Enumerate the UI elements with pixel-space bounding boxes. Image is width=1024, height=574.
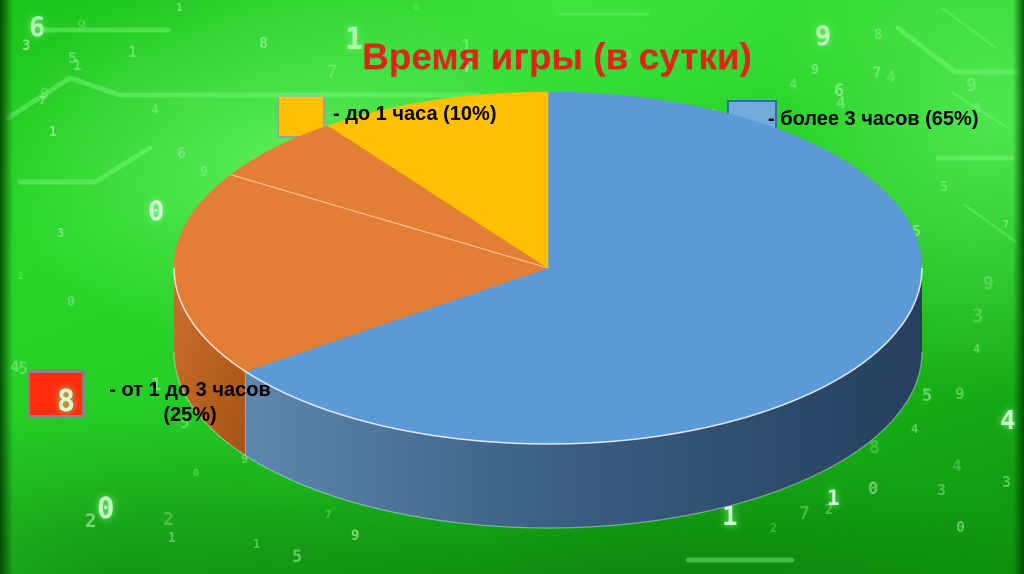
legend-label-blue: - более 3 часов (65%) (768, 108, 979, 130)
legend-label-red-line2: (25%) (163, 404, 217, 426)
legend-label-red-line1: - от 1 до 3 часов (109, 379, 271, 401)
legend-label-red: - от 1 до 3 часов (25%) (88, 378, 292, 428)
legend-swatch-red (27, 370, 85, 418)
pie-path (173, 351, 923, 529)
pie-path (245, 268, 923, 529)
pie-path (230, 174, 549, 269)
pie-path (173, 267, 923, 445)
page-title: Время игры (в сутки) (362, 36, 752, 77)
pie-edge-highlights (173, 174, 923, 529)
pie-path (327, 91, 549, 269)
pie-path (173, 268, 246, 456)
pie-side-walls (173, 268, 923, 529)
legend-label-yellow: - до 1 часа (10%) (333, 103, 497, 125)
pie-top-slices (173, 91, 923, 445)
